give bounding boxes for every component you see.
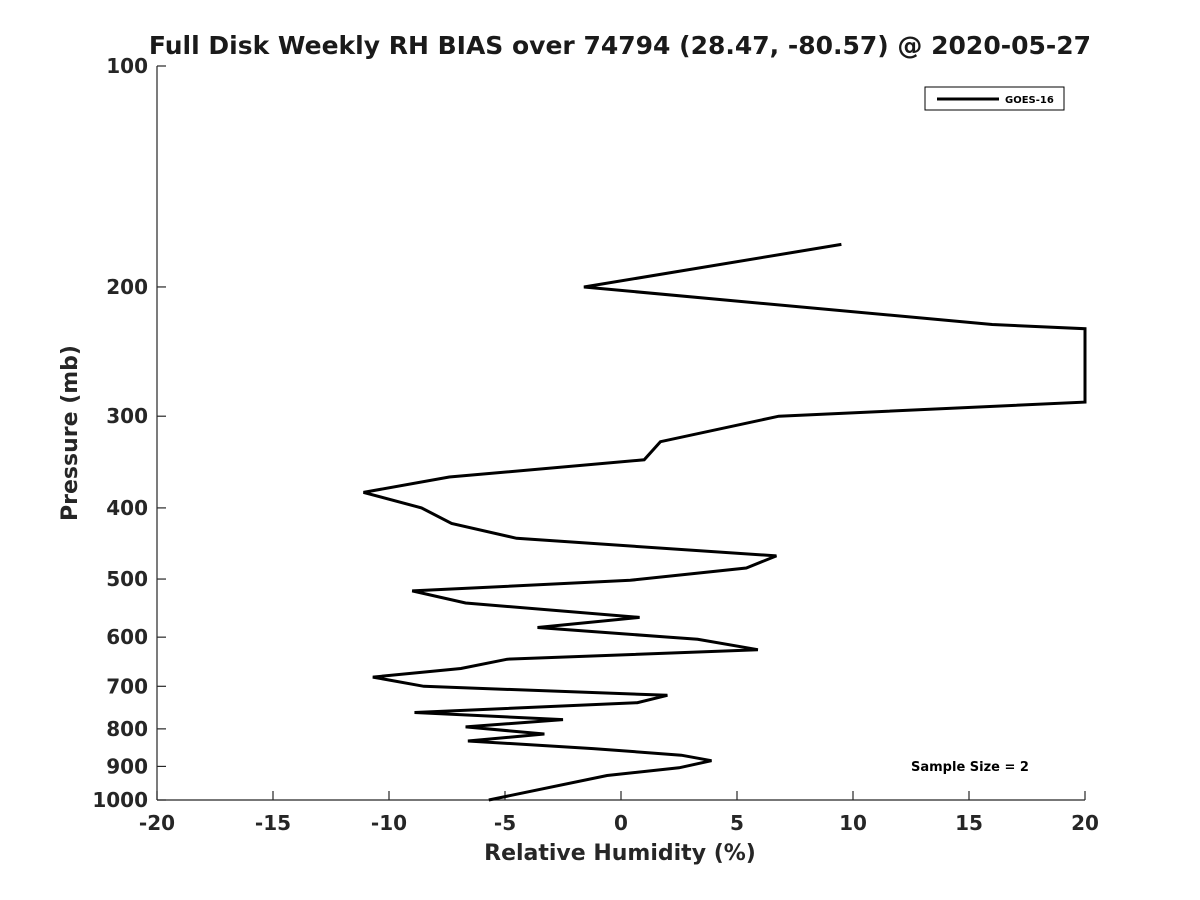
x-tick-label: 0 [614, 811, 628, 835]
legend-label-goes16: GOES-16 [1005, 95, 1054, 106]
legend: GOES-16 [924, 86, 1065, 111]
x-tick-label: 20 [1071, 811, 1099, 835]
y-tick-label: 900 [106, 754, 148, 778]
y-tick-label: 1000 [92, 788, 148, 812]
x-tick-label: -20 [139, 811, 175, 835]
y-tick-label: 600 [106, 625, 148, 649]
x-tick-label: -10 [371, 811, 407, 835]
x-axis-ticks: -20 -15 -10 -5 0 5 10 15 20 [139, 791, 1099, 835]
series-lines [363, 242, 1087, 802]
chart-title: Full Disk Weekly RH BIAS over 74794 (28.… [149, 31, 1091, 60]
y-tick-label: 100 [106, 54, 148, 78]
y-axis-ticks: 100 200 300 400 500 600 700 800 900 1000 [92, 54, 166, 812]
y-tick-label: 300 [106, 404, 148, 428]
series-line-goes16 [363, 242, 1087, 802]
x-tick-label: -5 [494, 811, 516, 835]
x-tick-label: -15 [255, 811, 291, 835]
y-axis-label: Pressure (mb) [58, 345, 83, 521]
y-tick-label: 200 [106, 275, 148, 299]
x-tick-label: 10 [839, 811, 867, 835]
y-tick-label: 400 [106, 496, 148, 520]
x-tick-label: 15 [955, 811, 983, 835]
y-tick-label: 500 [106, 567, 148, 591]
x-tick-label: 5 [730, 811, 744, 835]
y-tick-label: 800 [106, 717, 148, 741]
sample-size-annotation: Sample Size = 2 [911, 760, 1029, 775]
x-axis-label: Relative Humidity (%) [484, 841, 756, 866]
y-tick-label: 700 [106, 674, 148, 698]
plot-axes [156, 66, 1085, 801]
